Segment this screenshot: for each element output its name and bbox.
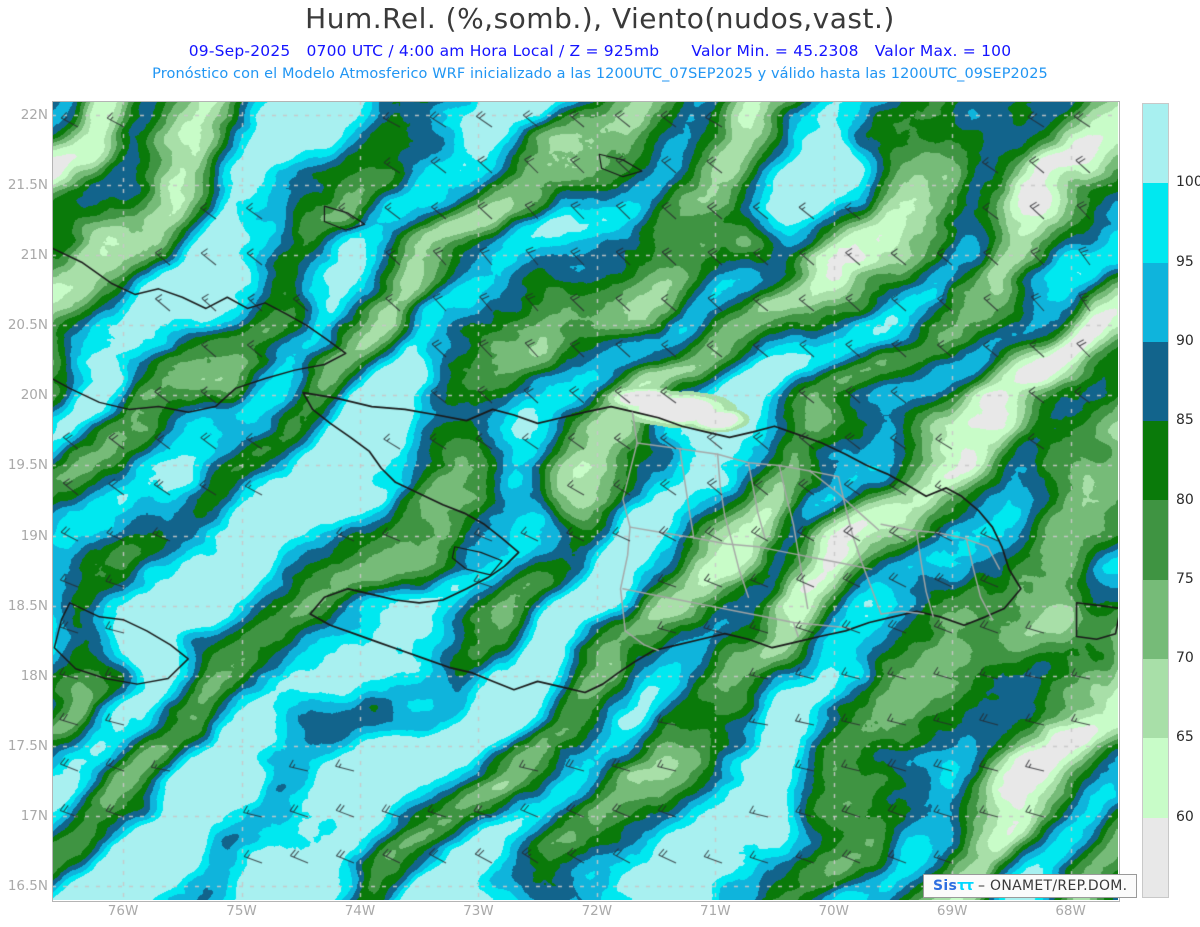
colorbar-segment <box>1143 104 1168 184</box>
humidity-wind-map-canvas[interactable] <box>52 101 1118 900</box>
x-tick-label: 75W <box>226 903 257 919</box>
y-tick-label: 19N <box>20 527 48 544</box>
y-tick-label: 18.5N <box>7 597 48 614</box>
colorbar-segment <box>1143 341 1168 422</box>
colorbar-tick-label: 90 <box>1176 332 1194 349</box>
colorbar-segment <box>1143 817 1168 897</box>
watermark-onamet: Sis ττ – ONAMET/REP.DOM. <box>923 874 1138 898</box>
y-tick-label: 20N <box>20 387 48 404</box>
x-tick-label: 76W <box>107 903 139 919</box>
subtitle-time-utc: 0700 UTC <box>306 42 384 60</box>
y-tick-label: 20.5N <box>7 317 48 334</box>
colorbar-segment <box>1143 500 1168 580</box>
subtitle-value-min: Valor Min. = 45.2308 <box>691 42 859 60</box>
x-tick-label: 74W <box>344 903 376 919</box>
subtitle-local-time: / 4:00 am Hora Local / <box>388 42 565 60</box>
colorbar-tick-label: 85 <box>1176 412 1194 429</box>
x-tick-label: 71W <box>700 903 731 919</box>
subtitle-date: 09-Sep-2025 <box>188 42 291 60</box>
colorbar-tick-label: 65 <box>1176 729 1194 746</box>
y-tick-label: 21N <box>20 247 48 264</box>
y-tick-label: 17.5N <box>7 737 48 754</box>
colorbar-segment <box>1143 262 1168 342</box>
colorbar-tick-label: 75 <box>1176 570 1194 587</box>
colorbar-tick-label: 70 <box>1176 650 1194 667</box>
subtitle-conditions: 09-Sep-2025 0700 UTC / 4:00 am Hora Local… <box>0 42 1200 60</box>
colorbar-tick-label: 95 <box>1176 253 1194 270</box>
watermark-pi-icon: ττ <box>957 878 974 894</box>
x-tick-label: 70W <box>818 903 849 919</box>
subtitle-value-max: Valor Max. = 100 <box>874 42 1012 60</box>
page-title: Hum.Rel. (%,somb.), Viento(nudos,vast.) <box>305 2 895 35</box>
colorbar-humidity[interactable] <box>1142 103 1169 898</box>
y-tick-label: 22N <box>20 107 48 124</box>
map-plot-area[interactable] <box>52 101 1118 900</box>
y-tick-label: 17N <box>20 807 48 824</box>
y-tick-label: 19.5N <box>7 457 48 474</box>
subtitle-model-info: Pronóstico con el Modelo Atmosferico WRF… <box>152 66 1048 82</box>
x-tick-label: 72W <box>581 903 613 919</box>
chart-header: Hum.Rel. (%,somb.), Viento(nudos,vast.) … <box>0 0 1200 92</box>
colorbar-segment <box>1143 738 1168 818</box>
y-tick-label: 21.5N <box>7 177 48 194</box>
colorbar-segment <box>1143 579 1168 660</box>
colorbar-segment <box>1143 421 1168 501</box>
y-tick-label: 18N <box>20 667 48 684</box>
watermark-brand: Sis <box>933 878 958 894</box>
y-tick-label: 16.5N <box>7 877 48 894</box>
x-tick-label: 68W <box>1055 903 1086 919</box>
colorbar-tick-label: 100 <box>1176 174 1200 191</box>
x-tick-label: 69W <box>936 903 968 919</box>
subtitle-level: Z = 925mb <box>569 42 660 60</box>
colorbar-tick-label: 80 <box>1176 491 1194 508</box>
x-tick-label: 73W <box>463 903 494 919</box>
colorbar-segment <box>1143 183 1168 263</box>
colorbar-segment <box>1143 659 1168 739</box>
watermark-agency: – ONAMET/REP.DOM. <box>978 878 1128 894</box>
colorbar-tick-label: 60 <box>1176 808 1194 825</box>
